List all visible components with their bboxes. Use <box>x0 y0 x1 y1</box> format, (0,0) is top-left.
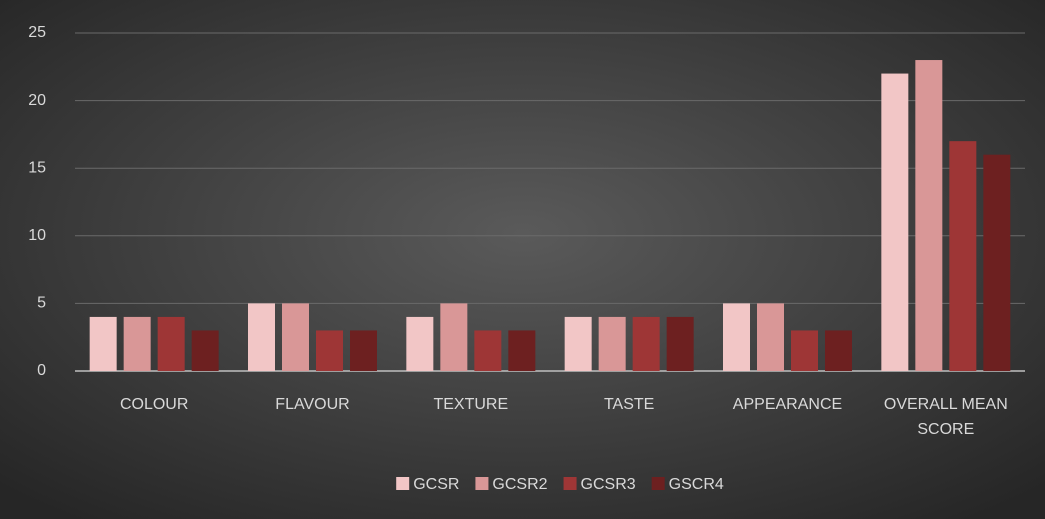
bar <box>474 330 502 371</box>
bar <box>598 316 626 371</box>
legend-label: GCSR <box>413 476 459 493</box>
bar <box>350 330 377 371</box>
legend-label: GCSR2 <box>492 476 547 493</box>
y-tick-label: 10 <box>28 227 46 244</box>
bar <box>316 330 343 371</box>
x-tick-label: APPEARANCE <box>732 396 843 413</box>
bar <box>564 316 592 371</box>
bar <box>282 303 309 371</box>
bar <box>440 303 468 371</box>
legend-swatch <box>475 477 489 490</box>
bar <box>983 154 1011 371</box>
bar <box>89 316 117 371</box>
legend-swatch <box>651 477 665 490</box>
x-tick-label: TEXTURE <box>433 396 509 413</box>
bar <box>949 141 977 371</box>
bar <box>723 303 750 371</box>
y-tick-label: 20 <box>28 92 46 109</box>
bar <box>881 73 909 371</box>
bar <box>632 316 660 371</box>
x-tick-label: FLAVOUR <box>275 396 350 413</box>
x-tick-label: OVERALL MEAN SCORE <box>883 396 1008 438</box>
y-tick-label: 25 <box>28 24 46 41</box>
bar <box>915 60 943 371</box>
bar <box>757 303 784 371</box>
y-tick-label: 15 <box>28 159 46 176</box>
y-tick-label: 5 <box>37 295 46 312</box>
bar <box>508 330 536 371</box>
bar <box>825 330 852 371</box>
bar <box>123 316 151 371</box>
bar <box>666 316 694 371</box>
legend-swatch <box>396 477 410 490</box>
bar <box>248 303 275 371</box>
x-tick-label: COLOUR <box>119 396 189 413</box>
bar <box>157 316 185 371</box>
bar <box>406 316 434 371</box>
y-tick-label: 0 <box>37 362 46 379</box>
legend-swatch <box>563 477 577 490</box>
legend-label: GCSR3 <box>581 476 636 493</box>
bar <box>791 330 818 371</box>
bar <box>191 330 219 371</box>
legend-label: GSCR4 <box>669 476 724 493</box>
x-tick-label: TASTE <box>603 396 655 413</box>
